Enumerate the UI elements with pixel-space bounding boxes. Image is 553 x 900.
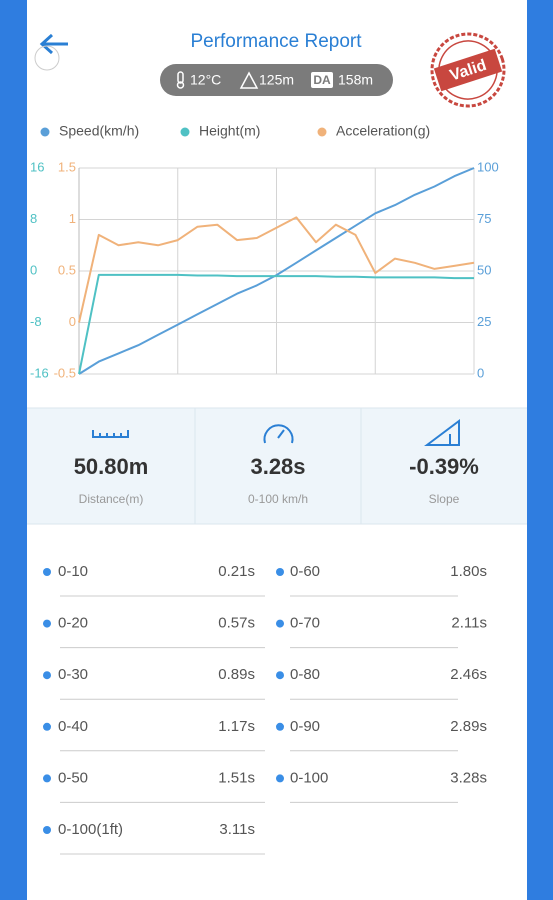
split-label: 0-100 [290,769,328,786]
y-tick-label: 1.5 [58,159,76,174]
legend-dot [317,127,327,137]
y-tick-label: 0 [477,365,484,380]
mountain-icon [239,71,259,89]
y-tick-label: 16 [30,159,44,174]
y-tick-label: 25 [477,314,491,329]
y-tick-label: 100 [477,159,499,174]
split-time: 2.89s [450,718,487,735]
conditions-pill [160,64,393,96]
split-dot [276,619,284,628]
content: Speed(km/h) Height(m) Acceleration(g)1680-… [30,123,499,855]
split-time: 0.57s [218,615,255,632]
density-altitude: 158m [338,72,373,88]
split-time: 1.51s [218,769,255,786]
split-dot [43,568,51,576]
da-badge [311,72,333,88]
split-label: 0-70 [290,615,320,632]
split-time: 3.28s [450,769,487,786]
thermometer-icon [176,71,185,89]
temperature: 12°C [190,72,221,88]
split-dot [43,722,51,731]
y-tick-label: 75 [477,211,491,226]
stat-label: 0-100 km/h [248,492,308,506]
split-label: 0-80 [290,666,320,683]
y-tick-label: 0 [30,262,37,277]
split-dot [276,774,284,783]
stat-label: Slope [429,492,460,506]
back-button[interactable] [34,33,68,71]
y-tick-label: 0.5 [58,262,76,277]
split-time: 1.17s [218,718,255,735]
legend-dot [40,127,50,137]
stat-value: 50.80m [74,454,149,479]
split-time: 3.11s [219,821,255,838]
gauge-icon [263,424,294,444]
y-tick-label: 8 [30,211,37,226]
ruler-icon [92,430,129,438]
split-time: 0.89s [218,666,255,683]
stat-label: Distance(m) [79,492,144,506]
split-dot [43,671,51,680]
split-time: 1.80s [450,563,487,580]
y-tick-label: -8 [30,314,42,329]
stat-value: -0.39% [409,454,479,479]
split-dot [276,671,284,680]
split-label: 0-50 [58,769,88,786]
split-dot [43,774,51,783]
series-line [78,216,475,323]
split-label: 0-20 [58,615,88,632]
valid-stamp: Valid [430,32,506,108]
stat-value: 3.28s [250,454,305,479]
split-label: 0-30 [58,666,88,683]
split-dot [43,826,51,834]
split-time: 2.46s [450,666,487,683]
y-tick-label: -16 [30,365,49,380]
back-circle[interactable] [34,45,60,71]
legend-label: Height(m) [199,123,260,139]
split-dot [276,568,284,576]
split-label: 0-90 [290,718,320,735]
split-label: 0-100(1ft) [58,821,123,838]
series-line [78,273,474,375]
y-tick-label: 0 [69,314,76,329]
legend-label: Speed(km/h) [59,123,139,139]
legend-dot [180,127,190,137]
back-arrow[interactable] [39,33,68,55]
split-dot [43,619,51,628]
stats-panel [27,408,527,524]
split-label: 0-60 [290,563,320,580]
da-label: DA [313,73,331,87]
slope-icon [424,419,460,446]
split-time: 2.11s [451,615,487,632]
title: Performance Report [190,31,362,52]
split-label: 0-10 [58,563,88,580]
y-tick-label: -0.5 [54,365,76,380]
split-label: 0-40 [58,718,88,735]
y-tick-label: 50 [477,262,491,277]
y-tick-label: 1 [69,211,76,226]
altitude: 125m [259,72,294,88]
split-dot [276,722,284,731]
legend-label: Acceleration(g) [336,123,430,139]
split-time: 0.21s [218,563,255,580]
